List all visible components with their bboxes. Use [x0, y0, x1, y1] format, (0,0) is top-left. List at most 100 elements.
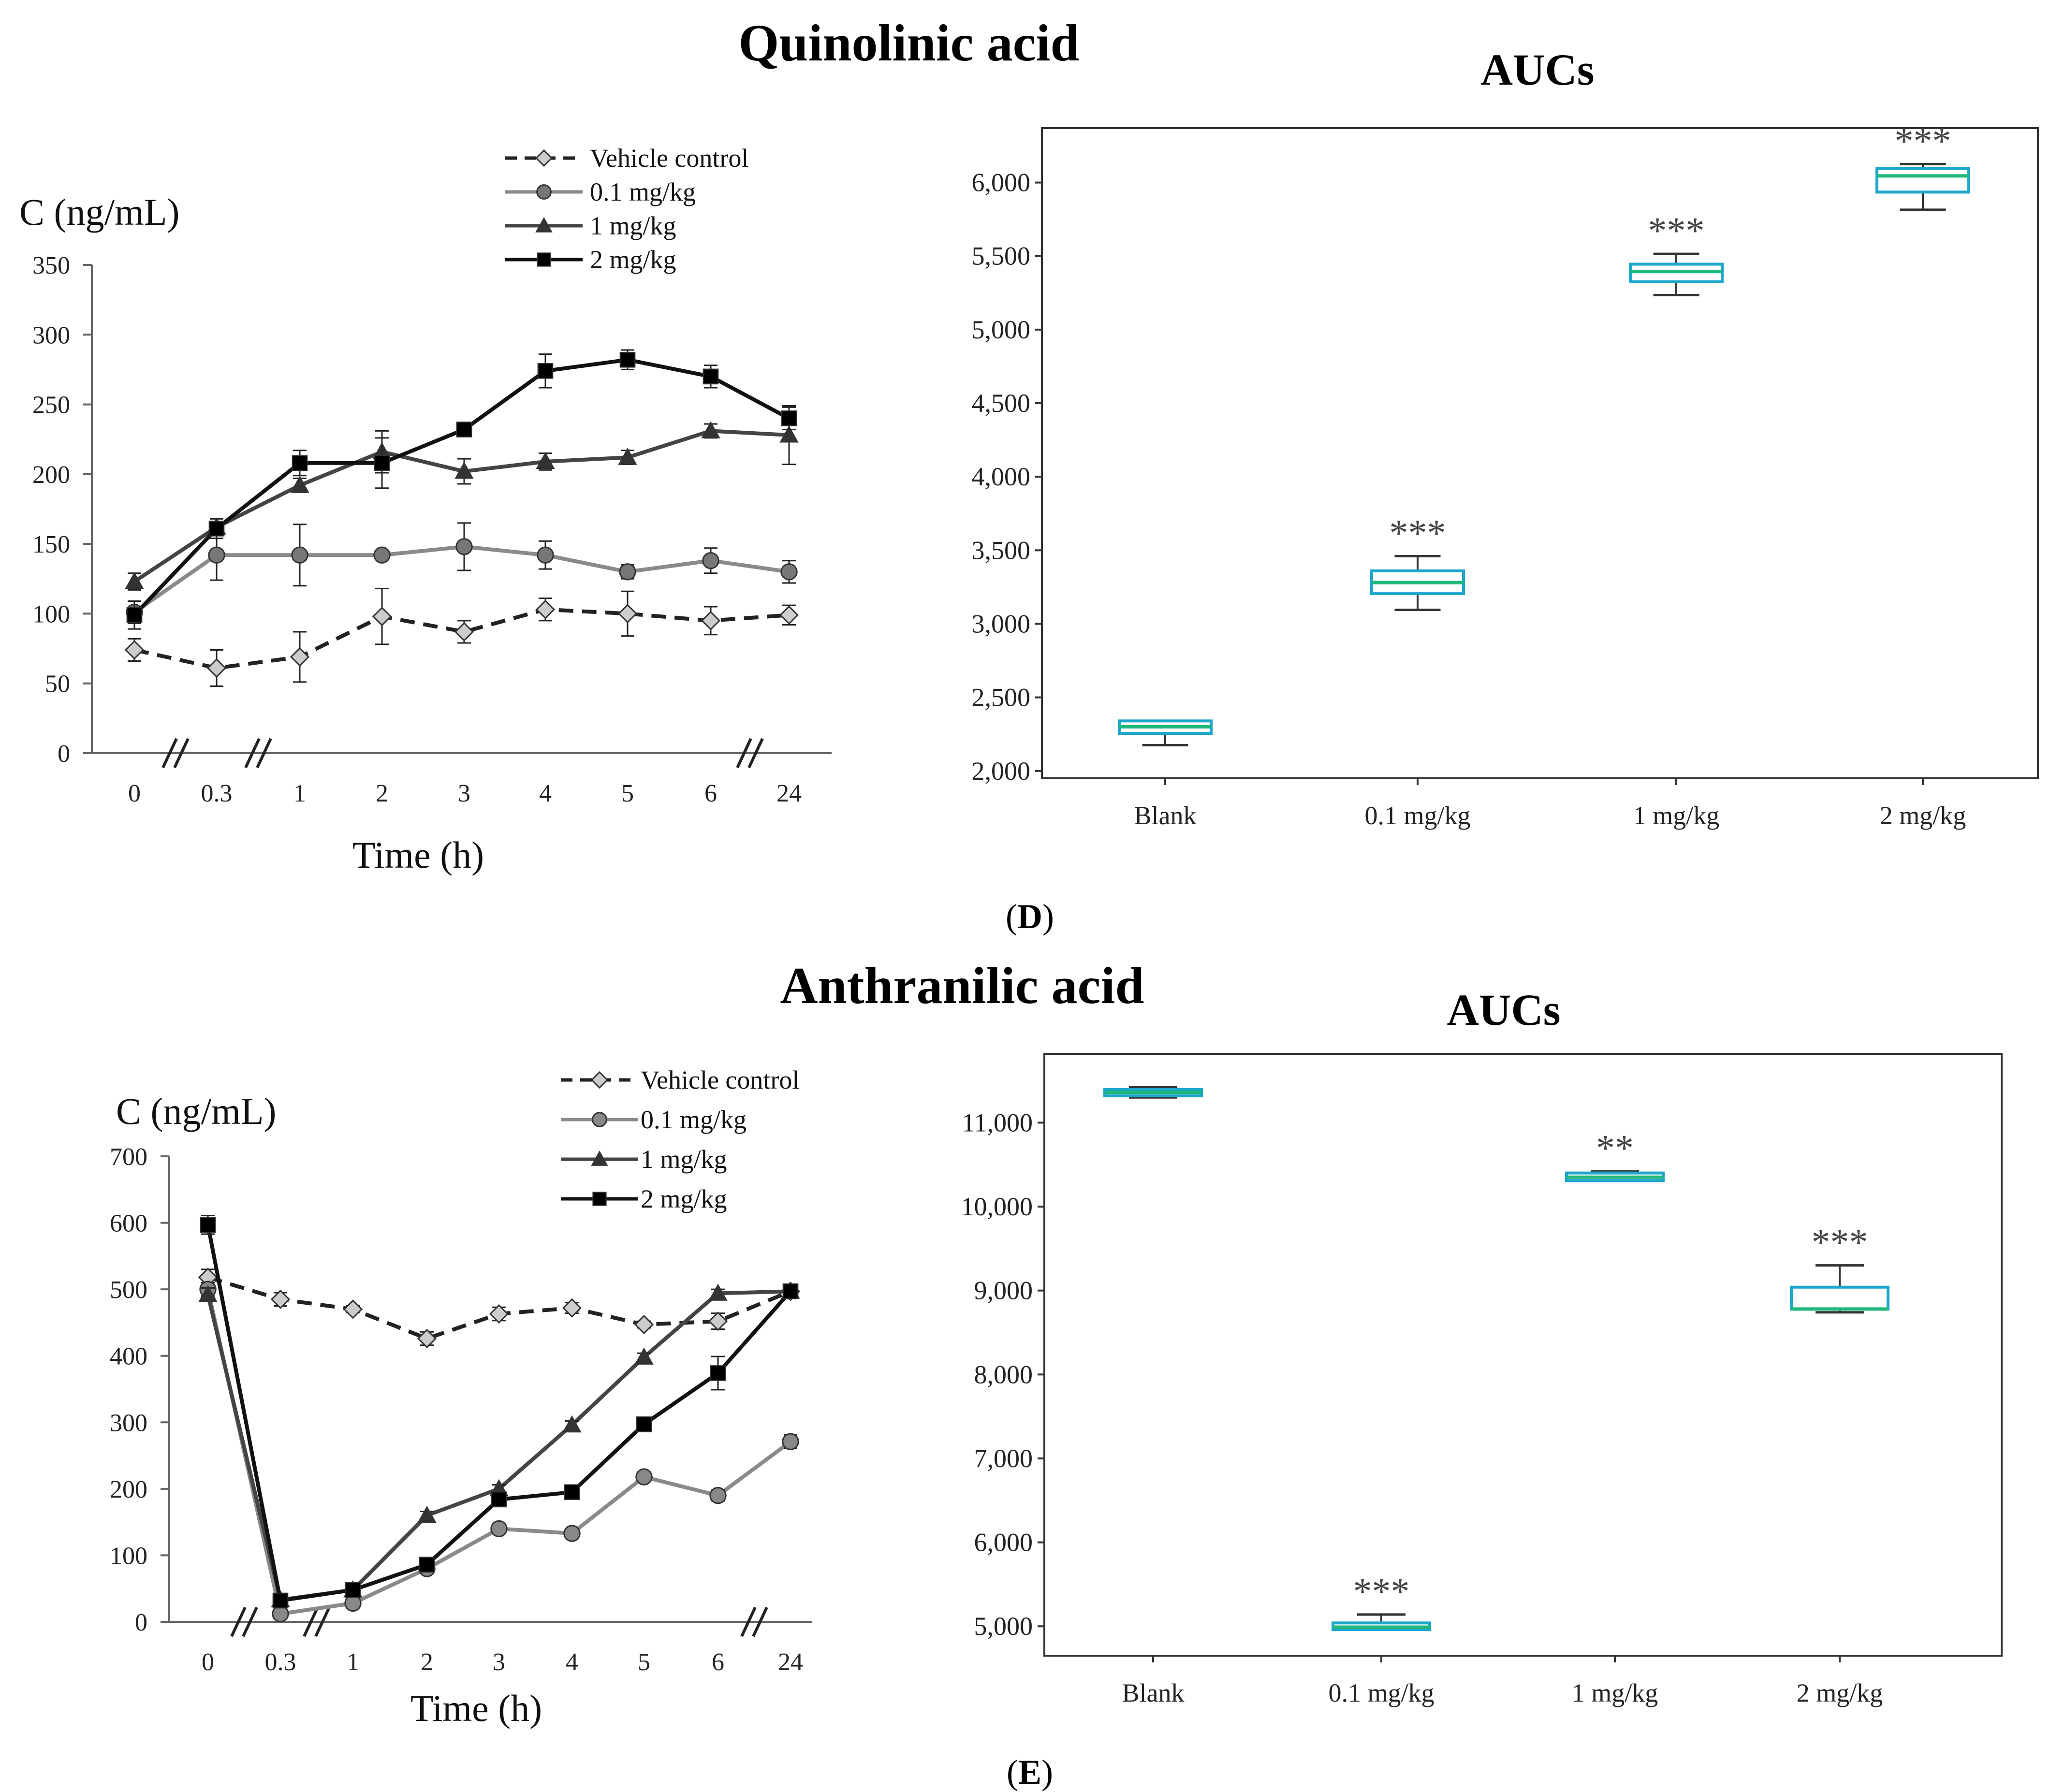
panel-e-auc-title: AUCs	[1447, 985, 1560, 1034]
series-line	[133, 429, 790, 583]
axis-break-mark	[747, 738, 764, 769]
data-point	[779, 425, 799, 443]
panel-d-compound-title: Quinolinic acid	[738, 15, 1079, 72]
x-tick-label: 6	[712, 1648, 724, 1676]
panel-e-line-chart: C (ng/mL) Time (h) Vehicle control 0.1 m…	[110, 1065, 812, 1729]
legend-item: 1 mg/kg	[641, 1145, 727, 1174]
data-point	[455, 538, 473, 555]
data-point	[562, 1415, 582, 1433]
y-tick-label: 0	[135, 1609, 147, 1636]
y-tick-label: 50	[45, 670, 70, 698]
legend-item: 2 mg/kg	[590, 245, 676, 274]
data-point	[702, 552, 719, 569]
y-tick-label: 300	[110, 1409, 147, 1437]
panel-d: Quinolinic acid C (ng/mL) Time (h) Vehic…	[19, 15, 2039, 936]
y-tick-label: 6,000	[972, 168, 1031, 197]
axis-break-mark	[230, 1606, 247, 1637]
y-tick-label: 11,000	[962, 1108, 1033, 1137]
data-point	[292, 455, 308, 471]
x-tick-label: 2 mg/kg	[1880, 801, 1966, 830]
x-tick-label: 5	[621, 780, 634, 807]
legend-label: Vehicle control	[641, 1065, 799, 1094]
series-line	[133, 358, 790, 617]
y-tick-label: 7,000	[974, 1444, 1033, 1473]
x-tick-label: 1	[293, 780, 306, 807]
data-point	[701, 611, 721, 630]
data-point	[780, 563, 798, 581]
data-point	[291, 546, 308, 564]
legend-marker	[592, 1192, 607, 1206]
axis-break-mark	[752, 1606, 768, 1637]
data-point	[419, 1557, 435, 1573]
x-tick-label: 4	[566, 1648, 578, 1676]
y-tick-label: 100	[110, 1542, 147, 1570]
x-tick-label: 24	[778, 1648, 803, 1676]
y-tick-label: 9,000	[974, 1276, 1033, 1305]
panel-d-y-axis-label: C (ng/mL)	[19, 191, 179, 233]
legend-item: 0.1 mg/kg	[641, 1105, 747, 1134]
panel-d-auc-title: AUCs	[1480, 45, 1594, 94]
axis-break-mark	[736, 738, 752, 769]
x-tick-label: 0.1 mg/kg	[1364, 801, 1470, 830]
legend-marker	[537, 252, 551, 267]
data-point	[635, 1468, 653, 1486]
x-tick-label: 0	[202, 1648, 214, 1676]
y-tick-label: 3,500	[972, 536, 1031, 565]
x-tick-label: 4	[539, 780, 552, 807]
axis-break-mark	[161, 738, 178, 769]
data-point	[537, 546, 554, 564]
legend-label: 0.1 mg/kg	[641, 1105, 747, 1134]
data-point	[537, 363, 554, 379]
data-point	[617, 604, 638, 624]
data-point	[206, 658, 227, 678]
significance-marker: ***	[1648, 209, 1705, 251]
data-point	[270, 1289, 291, 1309]
data-point	[208, 546, 225, 564]
data-point	[535, 599, 556, 619]
data-point	[782, 1433, 799, 1450]
y-tick-label: 600	[110, 1210, 147, 1238]
legend-marker	[592, 1112, 607, 1127]
x-tick-label: 5	[638, 1648, 650, 1676]
significance-marker: **	[1596, 1127, 1634, 1169]
x-tick-label: 2	[421, 1648, 433, 1676]
data-point	[454, 462, 474, 479]
y-tick-label: 2,500	[972, 683, 1031, 712]
y-tick-label: 350	[32, 252, 70, 279]
axis-break-mark	[314, 1606, 331, 1637]
legend-marker	[535, 149, 553, 167]
panel-d-legend: Vehicle control 0.1 mg/kg 1 mg/kg 2 mg/k…	[505, 144, 748, 274]
data-point	[563, 1525, 581, 1542]
y-tick-label: 8,000	[974, 1360, 1033, 1389]
y-tick-label: 4,500	[972, 389, 1031, 418]
data-point	[345, 1582, 361, 1598]
y-tick-label: 2,000	[972, 757, 1031, 786]
axis-break-mark	[740, 1606, 757, 1637]
legend-item: 0.1 mg/kg	[590, 177, 696, 206]
data-point	[454, 622, 474, 642]
series-line	[134, 607, 790, 670]
x-tick-label: 6	[704, 780, 717, 807]
panel-e-auc-chart: AUCs 5,000 6,000 7,000 8,000 9,000 10,000 11,0…	[961, 985, 2003, 1707]
x-tick-label: 3	[458, 780, 470, 807]
x-tick-label: 3	[493, 1648, 505, 1676]
box-iqr	[1875, 167, 1970, 194]
x-tick-label: 1 mg/kg	[1633, 801, 1720, 830]
x-tick-label: 2	[376, 780, 388, 807]
data-point	[618, 448, 637, 465]
box-iqr	[1790, 1285, 1889, 1311]
panel-e-label: (E)	[1007, 1753, 1053, 1792]
data-point	[634, 1347, 654, 1365]
legend-item: 2 mg/kg	[641, 1184, 727, 1213]
data-point	[198, 1285, 218, 1302]
data-point	[710, 1365, 726, 1381]
significance-marker: ***	[1390, 512, 1446, 554]
panel-d-x-axis-label: Time (h)	[352, 834, 484, 876]
data-point	[200, 1217, 216, 1233]
legend-label: 1 mg/kg	[590, 211, 676, 240]
data-point	[490, 1520, 508, 1538]
data-point	[374, 455, 390, 471]
legend-item: Vehicle control	[590, 144, 748, 173]
data-point	[701, 421, 720, 438]
y-tick-label: 5,500	[972, 242, 1031, 271]
